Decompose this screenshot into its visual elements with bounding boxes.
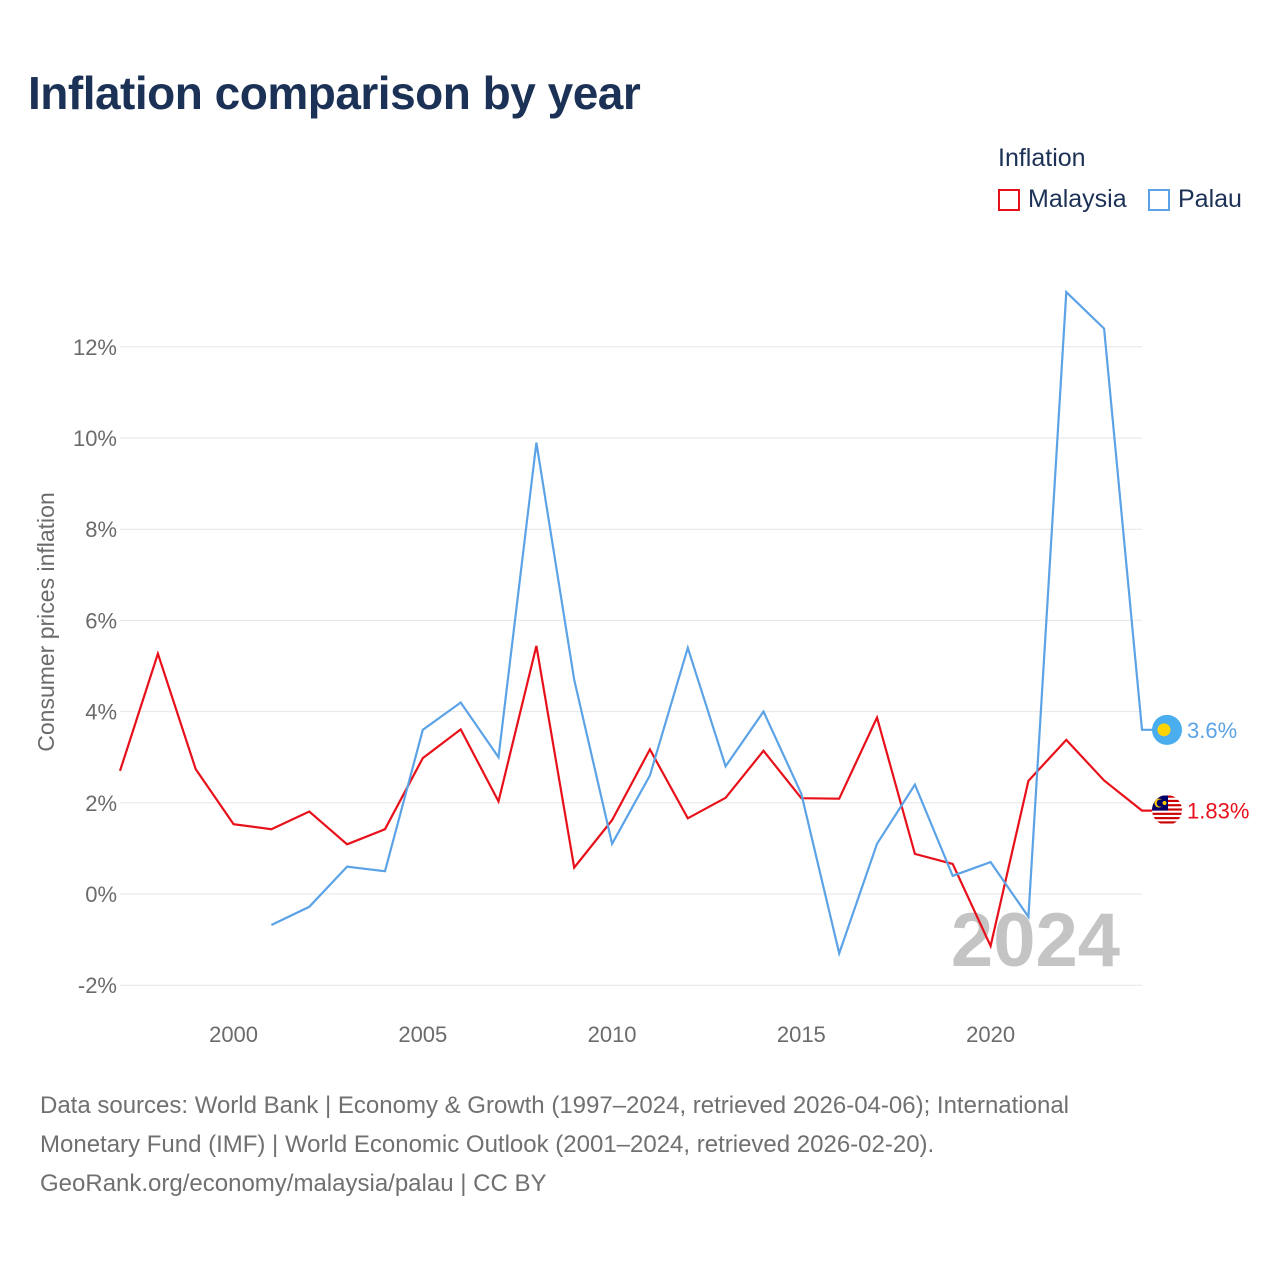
- palau-end-value: 3.6%: [1187, 718, 1237, 743]
- y-tick-label: 6%: [85, 608, 117, 633]
- x-tick-label: 2020: [966, 1022, 1015, 1047]
- y-axis-label: Consumer prices inflation: [33, 492, 59, 752]
- x-tick-label: 2000: [209, 1022, 258, 1047]
- x-tick-label: 2015: [777, 1022, 826, 1047]
- x-tick-label: 2005: [398, 1022, 447, 1047]
- source-line-1: Data sources: World Bank | Economy & Gro…: [40, 1092, 1070, 1119]
- legend-item-palau[interactable]: Palau: [1148, 185, 1242, 214]
- source-line-2: Monetary Fund (IMF) | World Economic Out…: [40, 1131, 935, 1158]
- y-tick-label: 10%: [73, 426, 117, 451]
- source-line-3: GeoRank.org/economy/malaysia/palau | CC …: [40, 1170, 547, 1197]
- y-tick-label: 8%: [85, 517, 117, 542]
- y-tick-label: 12%: [73, 335, 117, 360]
- x-tick-label: 2010: [588, 1022, 637, 1047]
- y-tick-label: 0%: [85, 882, 117, 907]
- palau-flag-icon: [1152, 714, 1182, 745]
- malaysia-end-value: 1.83%: [1187, 799, 1249, 824]
- y-tick-label: -2%: [78, 973, 117, 998]
- series-line-malaysia: [118, 645, 1154, 950]
- y-tick-label: 4%: [85, 700, 117, 725]
- legend-label-palau: Palau: [1178, 185, 1242, 213]
- page-title: Inflation comparison by year: [28, 67, 641, 119]
- data-source-note: Data sources: World Bank | Economy & Gro…: [40, 1086, 1220, 1203]
- legend-swatch-malaysia: [998, 188, 1020, 211]
- malaysia-flag-icon: [1152, 795, 1182, 825]
- legend-title: Inflation: [998, 144, 1086, 172]
- legend-label-malaysia: Malaysia: [1028, 185, 1127, 213]
- year-watermark: 2024: [951, 898, 1120, 983]
- series-line-palau: [270, 289, 1154, 958]
- y-tick-label: 2%: [85, 791, 117, 816]
- legend-item-malaysia[interactable]: Malaysia: [998, 185, 1127, 214]
- inflation-line-chart: -2%0%2%4%6%8%10%12%2000 2005 2010 2015 2020 …: [33, 289, 1249, 1047]
- legend-swatch-palau: [1148, 188, 1170, 211]
